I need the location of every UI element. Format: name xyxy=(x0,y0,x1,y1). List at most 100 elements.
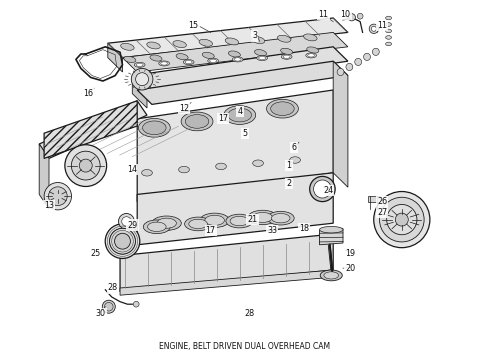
Ellipse shape xyxy=(248,210,277,225)
Ellipse shape xyxy=(202,52,214,58)
Ellipse shape xyxy=(210,59,217,62)
Text: 28: 28 xyxy=(108,284,118,292)
Circle shape xyxy=(110,228,135,254)
Circle shape xyxy=(122,217,131,226)
Ellipse shape xyxy=(267,211,294,225)
Ellipse shape xyxy=(152,216,181,230)
Ellipse shape xyxy=(134,62,145,67)
Circle shape xyxy=(369,24,379,33)
Circle shape xyxy=(119,213,134,229)
Ellipse shape xyxy=(346,63,353,71)
Ellipse shape xyxy=(185,60,192,64)
Ellipse shape xyxy=(199,39,213,46)
Text: 13: 13 xyxy=(44,201,54,210)
Ellipse shape xyxy=(283,55,290,58)
Ellipse shape xyxy=(157,218,176,228)
Ellipse shape xyxy=(372,48,379,55)
Polygon shape xyxy=(108,43,122,72)
Ellipse shape xyxy=(253,160,264,166)
Polygon shape xyxy=(108,18,348,58)
Ellipse shape xyxy=(386,29,392,33)
Ellipse shape xyxy=(200,213,229,228)
Circle shape xyxy=(72,151,100,180)
Ellipse shape xyxy=(281,54,292,59)
Text: 18: 18 xyxy=(299,224,309,233)
Ellipse shape xyxy=(320,270,343,281)
Polygon shape xyxy=(333,61,348,187)
Text: 3: 3 xyxy=(252,31,257,40)
Ellipse shape xyxy=(304,34,317,41)
Ellipse shape xyxy=(183,60,194,65)
Ellipse shape xyxy=(224,106,256,125)
Text: 2: 2 xyxy=(287,179,292,188)
Circle shape xyxy=(395,213,408,226)
Ellipse shape xyxy=(228,51,241,57)
Ellipse shape xyxy=(226,214,253,228)
Ellipse shape xyxy=(310,176,335,202)
Ellipse shape xyxy=(257,55,268,60)
Ellipse shape xyxy=(216,163,226,170)
Ellipse shape xyxy=(337,68,344,76)
Circle shape xyxy=(65,145,107,186)
Ellipse shape xyxy=(386,16,392,20)
Ellipse shape xyxy=(161,62,168,65)
Text: 25: 25 xyxy=(91,249,100,258)
Ellipse shape xyxy=(147,42,160,49)
Ellipse shape xyxy=(308,54,315,57)
Polygon shape xyxy=(137,61,348,104)
Text: 24: 24 xyxy=(323,186,333,195)
Text: 17: 17 xyxy=(218,114,228,123)
Ellipse shape xyxy=(147,222,166,231)
Circle shape xyxy=(133,301,139,307)
Ellipse shape xyxy=(176,54,188,60)
Ellipse shape xyxy=(254,50,267,56)
Ellipse shape xyxy=(144,220,171,234)
Text: 12: 12 xyxy=(179,104,189,112)
Text: 30: 30 xyxy=(96,309,105,318)
Text: 6: 6 xyxy=(292,143,296,152)
Circle shape xyxy=(131,68,153,90)
Polygon shape xyxy=(368,196,380,202)
Text: 5: 5 xyxy=(243,129,247,138)
Circle shape xyxy=(387,204,417,235)
Text: 17: 17 xyxy=(206,226,216,235)
Text: 19: 19 xyxy=(345,249,355,258)
Text: 28: 28 xyxy=(245,309,255,318)
Circle shape xyxy=(79,159,92,172)
Ellipse shape xyxy=(150,55,162,61)
Ellipse shape xyxy=(228,108,251,122)
Ellipse shape xyxy=(136,63,143,66)
Ellipse shape xyxy=(281,48,293,54)
Ellipse shape xyxy=(251,37,265,44)
Ellipse shape xyxy=(185,217,212,231)
Polygon shape xyxy=(120,234,333,292)
Circle shape xyxy=(49,187,67,206)
Circle shape xyxy=(104,302,113,311)
Ellipse shape xyxy=(234,58,241,61)
Text: ENGINE, BELT DRIVEN DUAL OVERHEAD CAM: ENGINE, BELT DRIVEN DUAL OVERHEAD CAM xyxy=(159,342,331,351)
Text: 16: 16 xyxy=(83,89,93,98)
Ellipse shape xyxy=(324,272,339,279)
Circle shape xyxy=(115,233,130,249)
Circle shape xyxy=(357,13,363,19)
Ellipse shape xyxy=(230,216,249,226)
Circle shape xyxy=(44,183,72,210)
Ellipse shape xyxy=(270,102,294,116)
Text: 1: 1 xyxy=(287,161,292,170)
Ellipse shape xyxy=(290,157,300,163)
Ellipse shape xyxy=(267,99,298,118)
Polygon shape xyxy=(328,246,333,274)
Polygon shape xyxy=(132,76,147,108)
Ellipse shape xyxy=(208,58,219,63)
Text: 29: 29 xyxy=(127,220,137,230)
Ellipse shape xyxy=(277,35,291,42)
Polygon shape xyxy=(132,47,348,90)
Ellipse shape xyxy=(386,36,392,39)
Text: 27: 27 xyxy=(377,208,387,217)
Polygon shape xyxy=(137,173,333,245)
Polygon shape xyxy=(137,90,333,202)
Ellipse shape xyxy=(185,114,209,128)
Ellipse shape xyxy=(314,180,331,198)
Text: 10: 10 xyxy=(341,10,350,19)
Ellipse shape xyxy=(364,53,370,60)
